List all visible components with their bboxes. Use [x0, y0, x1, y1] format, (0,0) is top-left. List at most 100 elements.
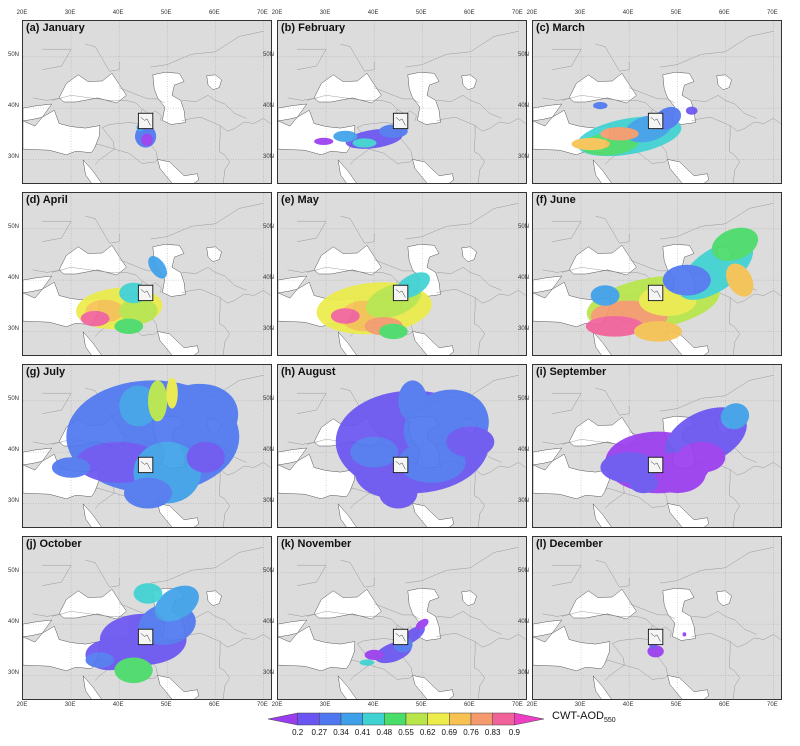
- colorbar-tick-label: 0.41: [354, 728, 371, 737]
- lat-tick-label: 50N: [517, 567, 529, 574]
- map-panel: (e) May 50N 40N 30N: [263, 192, 527, 356]
- source-box-detail: [140, 461, 151, 470]
- country-border: [181, 117, 230, 183]
- panel-label: (b) February: [281, 22, 346, 34]
- sea-area: [592, 503, 612, 527]
- aod-region: [379, 477, 418, 509]
- lat-tick-label: 40N: [262, 275, 274, 282]
- sea-area: [337, 675, 357, 699]
- lat-tick-label: 40N: [7, 103, 19, 110]
- colorbar-segment: [405, 712, 428, 726]
- sea-area: [667, 159, 709, 183]
- lon-tick-label: 30E: [64, 10, 76, 16]
- source-box-detail: [650, 117, 661, 126]
- sea-area: [592, 159, 612, 183]
- aod-region: [415, 618, 429, 630]
- country-border: [436, 117, 485, 183]
- country-border: [297, 565, 327, 586]
- lon-tick-label: 60E: [208, 702, 220, 708]
- aod-region: [571, 137, 610, 151]
- country-border: [85, 215, 120, 244]
- aod-region: [398, 441, 466, 483]
- country-border: [629, 603, 675, 620]
- lat-tick-label: 50N: [517, 223, 529, 230]
- aod-region: [352, 138, 377, 148]
- source-region-box: [137, 456, 154, 474]
- country-border: [306, 95, 398, 128]
- country-border: [42, 221, 72, 242]
- colorbar-segment: [267, 712, 298, 726]
- map-area: [532, 20, 782, 184]
- land-background: [23, 21, 271, 183]
- aod-region: [148, 256, 168, 279]
- country-border: [612, 471, 668, 508]
- aod-region: [711, 227, 759, 261]
- sea-area: [407, 244, 441, 297]
- country-border: [297, 49, 327, 70]
- lon-tick-label: 20E: [526, 10, 538, 16]
- country-border: [32, 97, 62, 101]
- sea-area: [337, 331, 357, 355]
- sea-area: [716, 590, 732, 606]
- sea-area: [206, 74, 222, 90]
- map-panel: (c) March 50N 40N 30N 20E 30E 40E 50E 60E 70E: [518, 10, 782, 184]
- country-border: [102, 127, 158, 164]
- sea-area: [152, 72, 186, 125]
- aod-region: [154, 585, 199, 622]
- aod-region: [379, 323, 408, 340]
- sea-area: [667, 503, 709, 527]
- sea-area: [592, 675, 612, 699]
- aod-region: [590, 285, 620, 306]
- lon-tick-label: 20E: [271, 10, 283, 16]
- source-region-box: [647, 284, 664, 302]
- lon-tick-label: 50E: [670, 10, 682, 16]
- sea-area: [23, 109, 101, 156]
- lat-tick-label: 30N: [517, 498, 529, 505]
- source-region-box: [137, 628, 154, 646]
- colorbar-segment: [297, 712, 320, 726]
- lon-tick-label: 50E: [670, 702, 682, 708]
- map-svg: [23, 21, 271, 183]
- source-box-detail: [140, 117, 151, 126]
- colorbar-segment: [384, 712, 407, 726]
- source-region-box: [647, 456, 664, 474]
- map-panel: (h) August 50N 40N 30N: [263, 364, 527, 528]
- country-border: [150, 547, 264, 584]
- country-border: [181, 289, 230, 355]
- map-area: [277, 536, 527, 700]
- source-region-box: [392, 112, 409, 130]
- colorbar-tick-label: 0.76: [463, 728, 479, 737]
- lon-tick-label: 70E: [512, 702, 523, 708]
- country-border: [150, 31, 264, 68]
- lat-tick-label: 30N: [262, 326, 274, 333]
- colorbar-tick-label: 0.9: [508, 728, 520, 737]
- country-border: [340, 559, 375, 588]
- lat-tick-label: 50N: [517, 51, 529, 58]
- country-border: [119, 87, 165, 104]
- aod-region: [634, 321, 682, 342]
- aod-region: [314, 137, 334, 145]
- map-area: [532, 364, 782, 528]
- country-border: [729, 290, 781, 304]
- lat-tick-label: 30N: [7, 326, 19, 333]
- map-panel: (a) January 50N 40N 30N 20E 30E 40E 50E 60E 70E: [8, 10, 272, 184]
- country-border: [397, 109, 417, 121]
- source-box-detail: [650, 289, 661, 298]
- map-area: [277, 192, 527, 356]
- lon-tick-label: 20E: [16, 702, 28, 708]
- lat-tick-label: 40N: [517, 275, 529, 282]
- sea-area: [278, 625, 356, 672]
- country-border: [297, 221, 327, 242]
- colorbar-label: CWT-AOD550: [552, 710, 616, 725]
- source-region-box: [392, 628, 409, 646]
- sea-area: [533, 619, 563, 638]
- aod-region: [141, 133, 153, 146]
- lon-tick-label: 60E: [463, 10, 475, 16]
- aod-field: [600, 403, 750, 494]
- country-border: [181, 95, 247, 119]
- country-border: [32, 613, 62, 617]
- country-border: [552, 49, 582, 70]
- panel-label: (j) October: [26, 538, 82, 550]
- sea-area: [206, 246, 222, 262]
- country-border: [691, 95, 757, 119]
